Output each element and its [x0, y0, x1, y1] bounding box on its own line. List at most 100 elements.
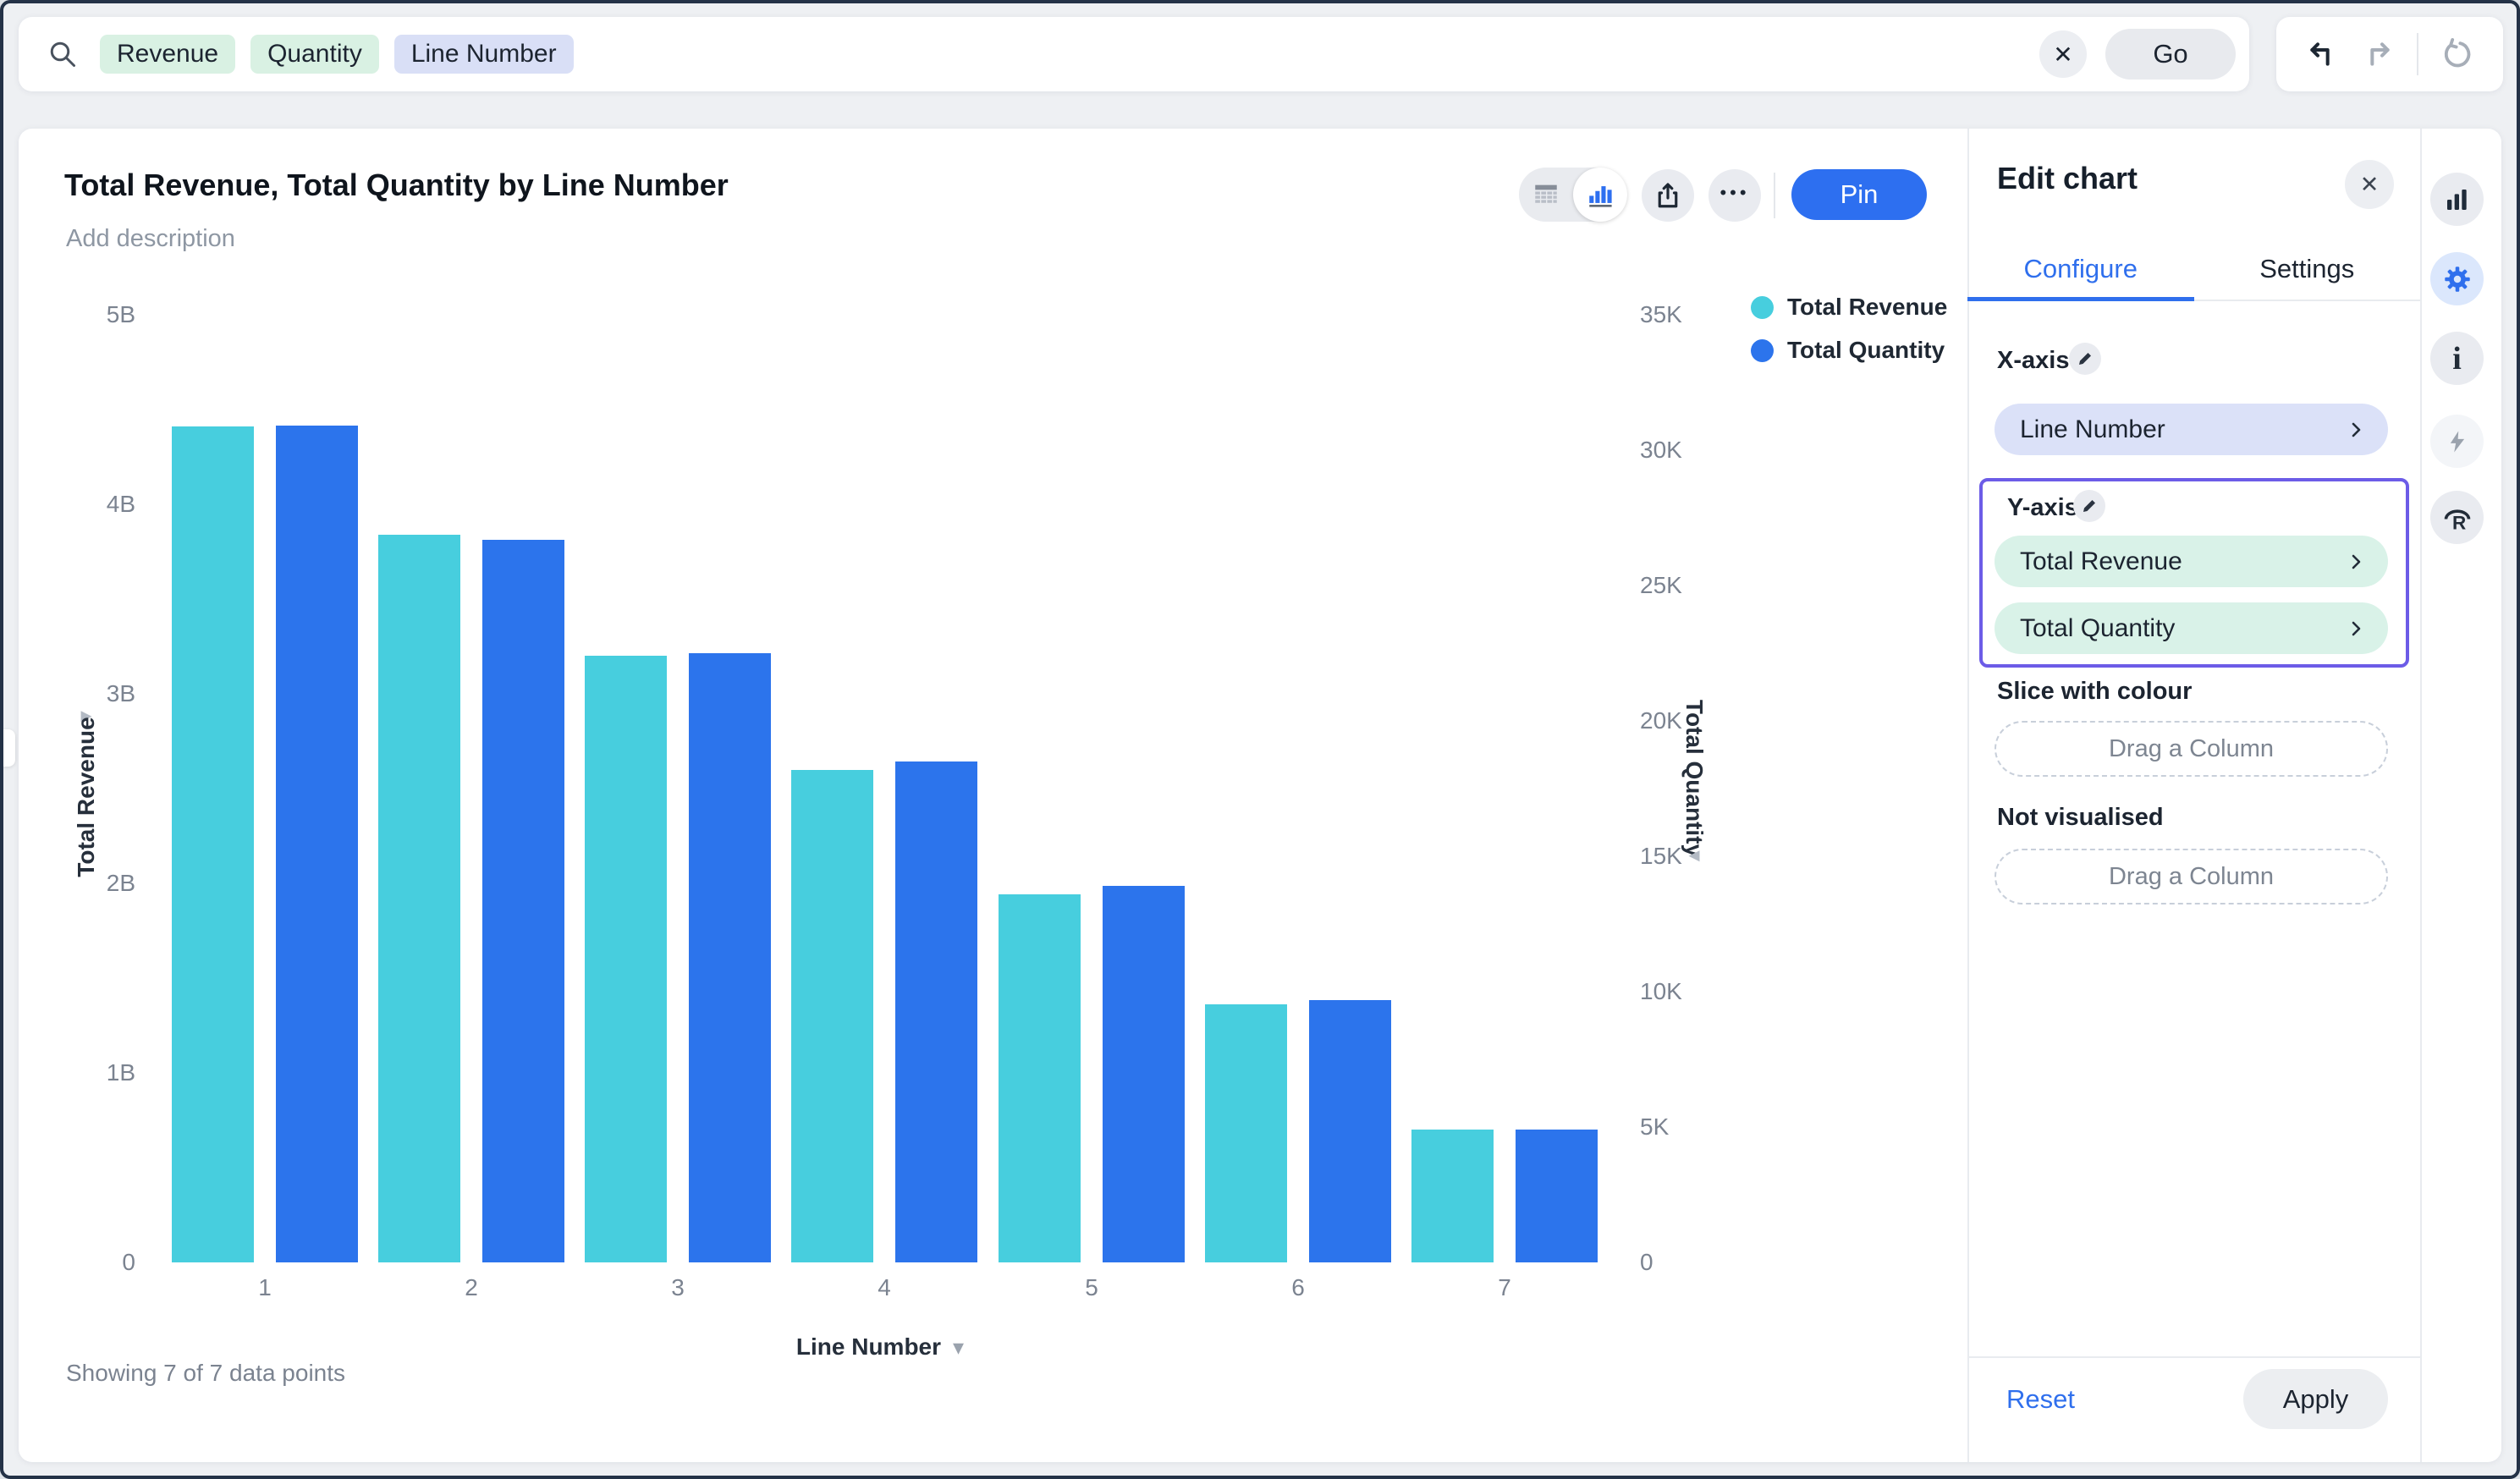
search-bar[interactable]: Revenue Quantity Line Number ✕ Go [19, 17, 2249, 91]
bar-total-revenue[interactable] [172, 426, 254, 1262]
bar-total-revenue[interactable] [1411, 1130, 1494, 1262]
right-axis-tick: 15K [1640, 843, 1682, 869]
left-axis-ticks: 5B 4B 3B 2B 1B 0 [19, 129, 135, 1313]
legend-item[interactable]: Total Revenue [1751, 294, 1947, 321]
slice-drop-zone[interactable]: Drag a Column [1995, 721, 2388, 777]
left-axis-tick: 4B [106, 491, 135, 517]
x-axis-title-control[interactable]: Line Number ▾ [796, 1333, 964, 1361]
x-axis-category-label: 1 [258, 1274, 272, 1300]
bar-total-revenue[interactable] [791, 770, 873, 1262]
close-panel-button[interactable]: ✕ [2345, 160, 2394, 209]
x-axis-category-label: 4 [878, 1274, 891, 1300]
right-axis-title[interactable]: Total Quantity [1681, 699, 1708, 858]
tab-settings[interactable]: Settings [2259, 254, 2355, 283]
chart-view-button[interactable] [1573, 168, 1627, 222]
left-axis-title[interactable]: Total Revenue [73, 717, 99, 877]
r-analysis-button[interactable]: R [2430, 491, 2484, 544]
left-axis-tick: 5B [106, 301, 135, 327]
add-description-link[interactable]: Add description [66, 225, 235, 252]
search-token[interactable]: Quantity [250, 35, 379, 74]
pencil-icon [2077, 350, 2094, 367]
go-button[interactable]: Go [2105, 29, 2236, 80]
pencil-icon [2081, 498, 2098, 514]
left-axis-tick: 3B [106, 680, 135, 707]
lightning-icon [2445, 429, 2470, 454]
answer-card: Total Revenue, Total Quantity by Line Nu… [19, 129, 2501, 1462]
reset-button[interactable]: Reset [2006, 1384, 2075, 1414]
y-axis-section-label: Y-axis [2007, 494, 2078, 521]
undo-icon[interactable] [2305, 37, 2339, 71]
right-axis-tick: 0 [1640, 1249, 1653, 1275]
x-axis-category-label: 5 [1085, 1274, 1098, 1300]
configure-settings-button[interactable] [2430, 252, 2484, 305]
field-pill[interactable]: Total Quantity [1995, 602, 2388, 654]
svg-text:R: R [2452, 512, 2466, 533]
chart-legend: Total Revenue Total Quantity [1751, 294, 1947, 380]
bar-total-quantity[interactable] [1516, 1130, 1598, 1262]
search-token[interactable]: Revenue [100, 35, 236, 74]
edit-x-axis-button[interactable] [2069, 343, 2101, 375]
legend-label: Total Revenue [1787, 294, 1948, 320]
left-axis-handle-icon[interactable]: ▸ [80, 701, 92, 728]
left-axis-tick: 1B [106, 1059, 135, 1086]
legend-label: Total Quantity [1787, 337, 1945, 363]
field-pill[interactable]: Total Revenue [1995, 536, 2388, 587]
right-axis-handle-icon[interactable]: ◂ [1688, 841, 1700, 867]
legend-item[interactable]: Total Quantity [1751, 337, 1947, 364]
bar-total-quantity[interactable] [1103, 886, 1185, 1262]
chart-options-button[interactable] [2430, 173, 2484, 226]
divider [2417, 33, 2418, 75]
left-axis-tick: 2B [106, 870, 135, 896]
field-pill-label: Total Quantity [2020, 613, 2176, 642]
data-points-note: Showing 7 of 7 data points [66, 1360, 346, 1386]
bar-chart-icon [1586, 180, 1615, 209]
spotiq-button [2430, 415, 2484, 468]
legend-dot-icon [1751, 295, 1774, 319]
reload-icon[interactable] [2440, 37, 2474, 71]
bar-total-quantity[interactable] [689, 653, 771, 1262]
search-token[interactable]: Line Number [393, 35, 574, 74]
bar-total-quantity[interactable] [276, 426, 358, 1262]
bar-total-quantity[interactable] [895, 761, 977, 1262]
not-visualised-drop-zone[interactable]: Drag a Column [1995, 849, 2388, 904]
bar-total-revenue[interactable] [999, 894, 1081, 1262]
bar-total-quantity[interactable] [482, 540, 564, 1262]
tab-configure[interactable]: Configure [1967, 239, 2194, 301]
x-axis-category-label: 3 [671, 1274, 685, 1300]
legend-dot-icon [1751, 338, 1774, 362]
share-button[interactable] [1642, 169, 1694, 222]
dropdown-caret-icon: ▾ [953, 1333, 965, 1360]
bar-total-revenue[interactable] [378, 535, 460, 1262]
bar-total-revenue[interactable] [585, 656, 667, 1262]
search-icon [47, 39, 78, 69]
x-axis-section-label: X-axis [1997, 347, 2070, 374]
edit-y-axis-button[interactable] [2073, 490, 2105, 522]
edit-chart-title: Edit chart [1997, 161, 2138, 195]
clear-search-button[interactable]: ✕ [2039, 30, 2087, 78]
table-view-button[interactable] [1519, 168, 1573, 222]
not-visualised-section-label: Not visualised [1997, 804, 2164, 831]
panel-tabs: Configure Settings [1967, 239, 2420, 301]
x-axis-field-list: Line Number [1995, 404, 2388, 470]
details-button[interactable]: i [2430, 332, 2484, 385]
right-axis-tick: 30K [1640, 437, 1682, 463]
field-pill[interactable]: Line Number [1995, 404, 2388, 455]
panel-divider [1967, 129, 1969, 1462]
bar-chart-icon [2444, 186, 2471, 213]
field-pill-label: Total Revenue [2020, 547, 2182, 575]
chevron-right-icon [2346, 619, 2366, 639]
bar-total-revenue[interactable] [1205, 1004, 1287, 1262]
y-axis-highlight-box [1979, 478, 2409, 668]
apply-button[interactable]: Apply [2243, 1369, 2388, 1429]
right-axis-tick: 10K [1640, 978, 1682, 1004]
view-toggle [1519, 168, 1627, 222]
bar-total-quantity[interactable] [1309, 1000, 1391, 1262]
more-options-button[interactable]: ••• [1708, 169, 1761, 222]
gear-icon [2443, 265, 2472, 294]
right-axis-tick: 25K [1640, 572, 1682, 598]
left-panel-handle[interactable] [3, 729, 15, 767]
pin-button[interactable]: Pin [1791, 169, 1927, 220]
right-axis-ticks: 35K 30K 25K 20K 15K 10K 5K 0 [1640, 129, 1741, 1313]
r-logo-icon: R [2442, 503, 2473, 533]
